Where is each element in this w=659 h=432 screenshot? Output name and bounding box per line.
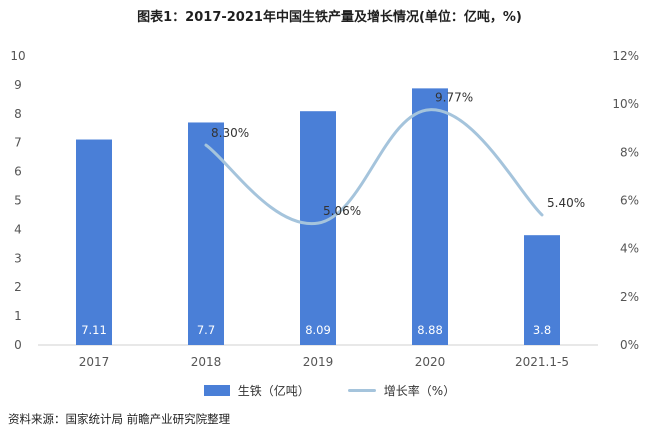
- legend-item-growth: 增长率（%）: [347, 382, 456, 399]
- y-right-tick-label: 4%: [620, 242, 639, 256]
- line-data-label: 5.40%: [547, 196, 585, 210]
- bar-data-label: 8.09: [305, 323, 331, 337]
- legend-label-growth: 增长率（%）: [383, 384, 456, 398]
- line-data-label: 5.06%: [323, 204, 361, 218]
- y-left-tick-label: 0: [14, 338, 22, 352]
- y-right-tick-label: 8%: [620, 145, 639, 159]
- source-note: 资料来源：国家统计局 前瞻产业研究院整理: [8, 412, 231, 426]
- y-left-tick-label: 7: [14, 136, 22, 150]
- y-right-tick-label: 6%: [620, 194, 639, 208]
- y-left-tick-label: 3: [14, 251, 22, 265]
- chart-legend: 生铁（亿吨） 增长率（%）: [0, 382, 659, 399]
- x-tick-label: 2018: [191, 355, 222, 369]
- bar: [300, 111, 336, 345]
- bar-data-label: 7.11: [81, 323, 107, 337]
- x-tick-label: 2019: [303, 355, 334, 369]
- bar: [524, 235, 560, 345]
- bar-data-label: 3.8: [533, 323, 551, 337]
- y-right-tick-label: 2%: [620, 290, 639, 304]
- y-right-tick-label: 12%: [612, 49, 639, 63]
- bar: [412, 88, 448, 346]
- y-left-tick-label: 2: [14, 280, 22, 294]
- y-left-tick-label: 1: [14, 309, 22, 323]
- y-left-tick-label: 8: [14, 107, 22, 121]
- y-right-tick-label: 0%: [620, 338, 639, 352]
- line-data-label: 8.30%: [211, 126, 249, 140]
- legend-line-swatch: [347, 389, 376, 392]
- bar: [188, 122, 224, 345]
- y-left-tick-label: 4: [14, 222, 22, 236]
- bar-line-chart: 0 1 2 3 4 5 6 7 8 9 10 0% 2% 4% 6% 8% 10% 12% 7.11 7.7 8.09 8…: [10, 49, 639, 369]
- y-right-tick-label: 10%: [612, 97, 639, 111]
- growth-line: [204, 108, 544, 225]
- legend-label-production: 生铁（亿吨）: [237, 384, 310, 398]
- legend-item-production: 生铁（亿吨）: [203, 382, 310, 399]
- legend-bar-swatch: [203, 385, 230, 396]
- x-tick-label: 2017: [79, 355, 110, 369]
- y-left-tick-label: 5: [14, 194, 22, 208]
- y-left-tick-label: 9: [14, 78, 22, 92]
- y-left-tick-label: 6: [14, 165, 22, 179]
- x-tick-label: 2020: [415, 355, 446, 369]
- bar-data-label: 7.7: [197, 323, 215, 337]
- y-left-tick-label: 10: [10, 49, 25, 63]
- bar: [76, 139, 112, 345]
- chart-title: 图表1：2017-2021年中国生铁产量及增长情况(单位：亿吨，%): [137, 10, 522, 25]
- line-data-label: 9.77%: [435, 91, 473, 105]
- bar-data-label: 8.88: [417, 323, 443, 337]
- x-tick-label: 2021.1-5: [515, 355, 569, 369]
